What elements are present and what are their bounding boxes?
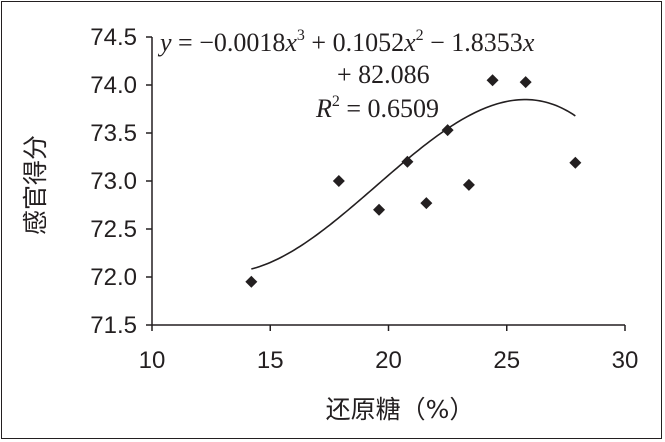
data-points: [245, 74, 582, 288]
y-axis-title: 感官得分: [21, 135, 50, 235]
y-tick-label: 74.0: [90, 72, 137, 99]
tick-marks: [146, 36, 626, 331]
data-point-marker: [373, 203, 386, 216]
data-point-marker: [332, 175, 345, 187]
eq-exp1: 3: [297, 27, 305, 44]
r2-exp: 2: [332, 93, 340, 110]
x-tick-label: 30: [612, 347, 639, 374]
x-tick-label: 10: [139, 347, 166, 374]
x-tick-label: 20: [375, 347, 402, 374]
y-tick-labels: 71.5 72.0 72.5 73.0 73.5 74.0 74.5: [90, 24, 137, 339]
x-tick-labels: 10 15 20 25 30: [139, 347, 639, 374]
trendline-group: [251, 98, 576, 270]
data-point-marker: [441, 124, 454, 137]
r2-value: = 0.6509: [340, 94, 439, 123]
data-point-marker: [486, 74, 499, 87]
data-point-marker: [420, 197, 433, 210]
eq-part3: − 1.8353: [424, 28, 523, 57]
eq-x3: x: [522, 28, 535, 57]
eq-x2: x: [403, 28, 416, 57]
data-point-marker: [245, 275, 258, 288]
y-tick-label: 72.0: [90, 264, 137, 291]
x-axis-title: 还原糖（%）: [326, 395, 475, 424]
r-squared-label: R2 = 0.6509: [315, 93, 439, 123]
y-tick-label: 71.5: [90, 312, 137, 339]
eq-y: y: [157, 28, 172, 57]
eq-part1: = −0.0018: [172, 28, 286, 57]
eq-exp2: 2: [416, 27, 424, 44]
data-point-marker: [401, 155, 414, 168]
data-point-marker: [519, 76, 532, 89]
trendline: [251, 98, 576, 270]
equation-line-2: + 82.086: [337, 60, 430, 89]
eq-part2: + 0.1052: [305, 28, 404, 57]
eq-x1: x: [284, 28, 297, 57]
r2-r: R: [315, 94, 332, 123]
y-tick-label: 73.0: [90, 168, 137, 195]
y-tick-label: 72.5: [90, 216, 137, 243]
equation-line-1: y = −0.0018x3 + 0.1052x2 − 1.8353x: [157, 27, 535, 57]
x-tick-label: 15: [257, 347, 284, 374]
y-tick-label: 73.5: [90, 120, 137, 147]
y-tick-label: 74.5: [90, 24, 137, 51]
data-point-marker: [569, 156, 582, 169]
x-tick-label: 25: [493, 347, 520, 374]
data-point-marker: [462, 178, 475, 191]
